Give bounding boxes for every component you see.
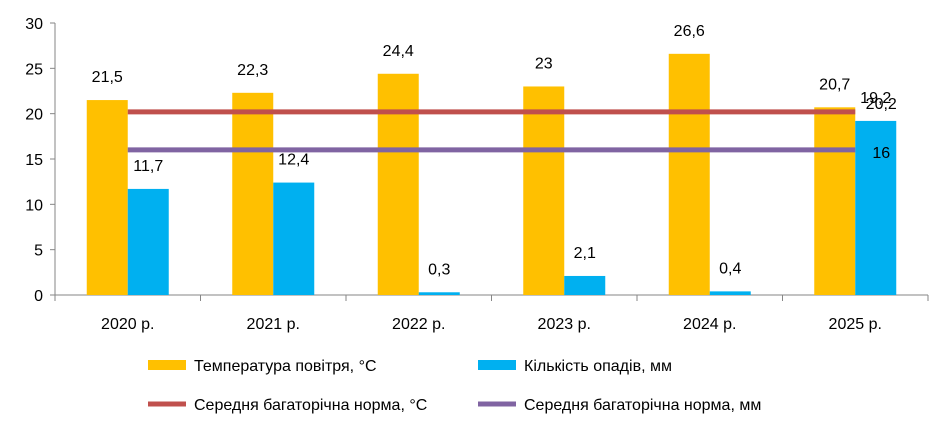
data-label: 19,2: [860, 90, 891, 107]
bar: [564, 275, 606, 295]
data-label: 2,1: [574, 245, 596, 262]
data-label: 0,3: [428, 261, 450, 278]
bar: [127, 188, 169, 295]
x-tick-label: 2025 р.: [829, 316, 882, 333]
data-label: 20,7: [819, 76, 850, 93]
chart-lines: [127, 109, 856, 153]
y-tick-label: 15: [25, 152, 43, 169]
x-tick-label: 2022 р.: [392, 316, 445, 333]
legend-swatch: [148, 360, 186, 370]
data-label: 20,2: [866, 96, 897, 113]
bar: [232, 92, 274, 296]
x-tick-label: 2024 р.: [683, 316, 736, 333]
data-label: 23: [535, 55, 553, 72]
data-label: 21,5: [92, 69, 123, 86]
chart-bars: [86, 53, 897, 296]
x-tick-label: 2020 р.: [101, 316, 154, 333]
bar: [814, 107, 856, 295]
bar: [709, 291, 751, 295]
bar: [273, 182, 315, 295]
data-label: 12,4: [278, 152, 309, 169]
chart-axes: 0 5 10 15 20 25 30 2020 р. 2021 р. 2022 р. 2023 р.…: [25, 16, 929, 333]
y-tick-label: 10: [25, 197, 43, 214]
chart-data-labels: 21,5 22,3 24,4 23 26,6 20,7 11,7 12,4 0,3 2,1 0,4 1…: [92, 23, 897, 278]
data-label: 0,4: [719, 260, 741, 277]
x-tick-label: 2023 р.: [538, 316, 591, 333]
legend-label: Кількість опадів, мм: [524, 358, 672, 375]
bar: [668, 53, 710, 296]
data-label: 26,6: [674, 23, 705, 40]
chart-legend: Температура повітря, °С Кількість опадів,…: [148, 358, 761, 414]
y-tick-label: 5: [34, 243, 43, 260]
x-tick-label: 2021 р.: [247, 316, 300, 333]
legend-label: Середня багаторічна норма, °С: [194, 397, 427, 414]
bar: [377, 73, 419, 295]
legend-label: Середня багаторічна норма, мм: [524, 397, 761, 414]
bar: [523, 86, 565, 295]
data-label: 24,4: [383, 43, 414, 60]
bar: [86, 100, 128, 295]
y-tick-label: 0: [34, 288, 43, 305]
y-tick-label: 25: [25, 61, 43, 78]
bar: [855, 120, 897, 295]
data-label: 16: [872, 145, 890, 162]
bar: [418, 292, 460, 295]
y-tick-label: 20: [25, 107, 43, 124]
data-label: 22,3: [237, 62, 268, 79]
legend-label: Температура повітря, °С: [194, 358, 377, 375]
data-label: 11,7: [133, 158, 163, 175]
legend-swatch: [478, 360, 516, 370]
y-tick-label: 30: [25, 16, 43, 33]
